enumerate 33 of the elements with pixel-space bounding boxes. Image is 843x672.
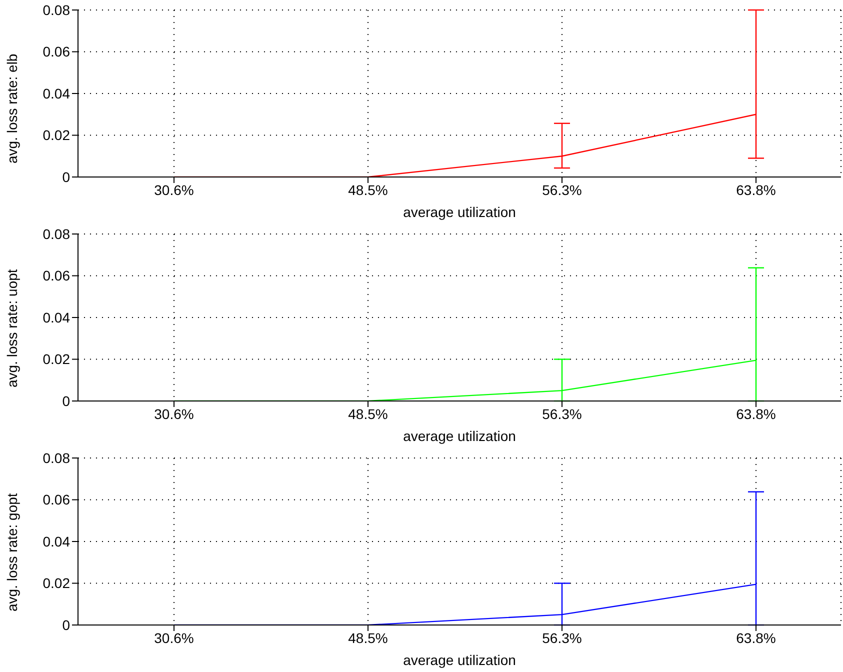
y-tick-label: 0.08	[42, 2, 70, 18]
y-axis-title: avg. loss rate: gopt	[4, 493, 20, 612]
y-axis-title: avg. loss rate: elb	[4, 54, 20, 164]
x-tick-label: 63.8%	[736, 182, 776, 198]
x-tick-label: 48.5%	[348, 406, 388, 422]
y-tick-label: 0.06	[42, 44, 70, 60]
y-tick-label: 0.04	[42, 85, 70, 102]
x-tick-label: 56.3%	[542, 406, 582, 422]
x-tick-label: 63.8%	[736, 630, 776, 646]
y-axis-title: avg. loss rate: uopt	[4, 269, 20, 388]
x-axis-title: average utilization	[403, 428, 516, 444]
x-tick-label: 63.8%	[736, 406, 776, 422]
y-tick-label: 0.06	[42, 268, 70, 284]
y-tick-label: 0.06	[42, 492, 70, 508]
y-tick-label: 0	[62, 392, 70, 409]
x-axis-title: average utilization	[403, 204, 516, 220]
y-tick-label: 0.02	[42, 351, 70, 368]
x-tick-label: 48.5%	[348, 182, 388, 198]
y-tick-label: 0.04	[42, 533, 70, 550]
y-tick-label: 0	[62, 616, 70, 633]
y-tick-label: 0.08	[42, 450, 70, 466]
y-tick-label: 0.02	[42, 575, 70, 592]
x-tick-label: 30.6%	[154, 630, 194, 646]
y-tick-label: 0.04	[42, 309, 70, 326]
x-tick-label: 30.6%	[154, 182, 194, 198]
x-tick-label: 48.5%	[348, 630, 388, 646]
x-tick-label: 56.3%	[542, 630, 582, 646]
x-tick-label: 56.3%	[542, 182, 582, 198]
y-tick-label: 0.02	[42, 127, 70, 144]
x-axis-title: average utilization	[403, 652, 516, 668]
y-tick-label: 0.08	[42, 226, 70, 242]
y-tick-label: 0	[62, 168, 70, 185]
x-tick-label: 30.6%	[154, 406, 194, 422]
